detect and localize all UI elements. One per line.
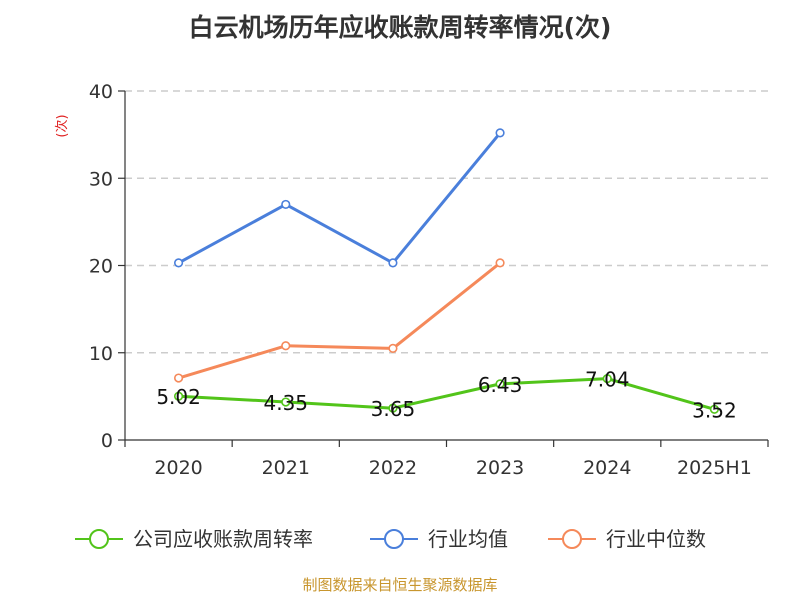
data-point [281,341,291,351]
legend: 公司应收账款周转率 行业均值 行业中位数 [75,527,706,551]
series-line [177,131,502,265]
data-point [173,391,184,401]
series-lines [173,128,720,414]
data-point [173,373,184,383]
y-axis-label: (次) [54,114,70,137]
data-point [281,199,291,210]
axes: 0 10 20 30 40 2020 2021 2022 2023 2024 2025H1 [89,81,769,479]
legend-label: 行业中位数 [606,527,706,551]
data-point [173,258,184,268]
legend-marker [562,529,582,549]
x-tick-label: 2022 [369,457,417,479]
y-tick-label: 30 [89,168,113,190]
data-point [388,258,398,268]
x-tick-label: 2020 [154,457,202,479]
data-point [388,403,398,413]
data-point [388,343,398,353]
data-label: 5.02 [156,385,201,409]
data-label: 7.04 [585,368,630,392]
data-label: 6.43 [478,373,523,397]
data-label: 3.65 [371,397,416,421]
y-tick-label: 0 [101,430,113,452]
grid-lines [125,90,768,354]
data-point [281,397,291,407]
data-point [709,404,720,414]
data-label: 4.35 [263,391,308,415]
y-tick-label: 10 [89,343,113,365]
x-tick-label: 2024 [583,457,631,479]
x-tick-label: 2021 [262,457,310,479]
data-label: 3.52 [692,398,737,422]
y-tick-label: 40 [89,81,113,103]
x-tick-label: 2025H1 [677,457,752,479]
y-tick-label: 20 [89,256,113,278]
data-point [495,128,505,138]
legend-marker [384,529,404,549]
source-note: 制图数据来自恒生聚源数据库 [302,576,498,594]
data-point [495,258,505,268]
series-line [178,261,502,380]
chart-title: 白云机场历年应收账款周转率情况(次) [188,13,612,42]
x-tick-label: 2023 [476,457,524,479]
series-line [178,377,715,411]
legend-label: 行业均值 [428,527,508,551]
data-labels: 5.02 4.35 3.65 6.43 7.04 3.52 [156,368,736,423]
data-point [495,379,505,389]
data-point [602,373,612,384]
legend-label: 公司应收账款周转率 [133,527,313,551]
legend-marker [89,529,109,549]
